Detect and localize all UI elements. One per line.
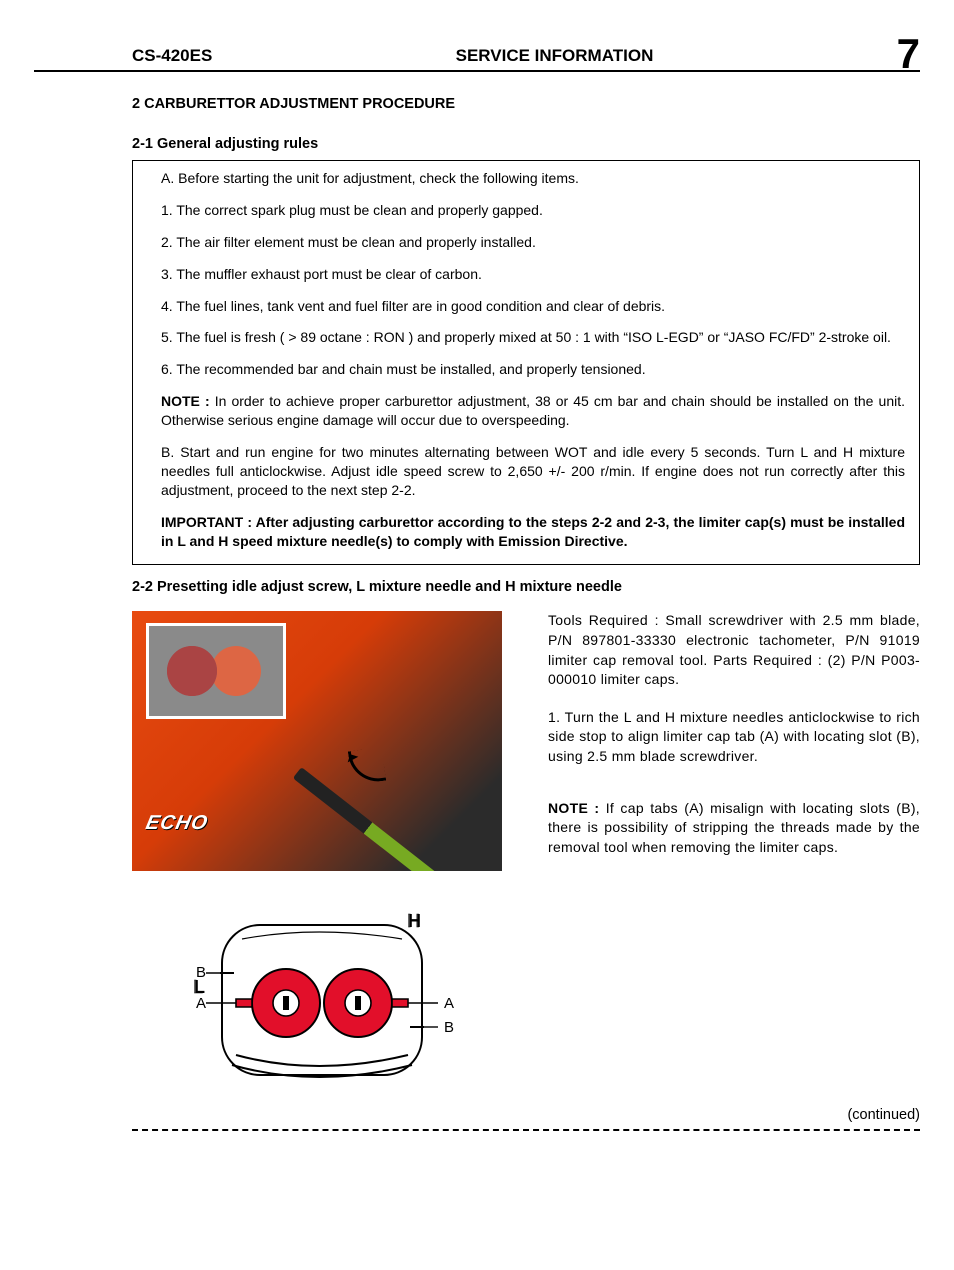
page-header: CS-420ES SERVICE INFORMATION 7 [34, 36, 920, 72]
rule-B: B. Start and run engine for two minutes … [147, 443, 905, 500]
svg-text:L: L [193, 977, 203, 997]
rule-3: 3. The muffler exhaust port must be clea… [147, 265, 905, 284]
two-column-area: ECHO [132, 611, 920, 1097]
label-A-left: A [196, 995, 206, 1012]
rules-box: A. Before starting the unit for adjustme… [132, 160, 920, 565]
label-B-right: B [444, 1019, 454, 1036]
svg-text:H: H [407, 911, 420, 931]
rule-2: 2. The air filter element must be clean … [147, 233, 905, 252]
note-label-2: NOTE : [548, 800, 606, 816]
rotation-arrow-icon [348, 747, 386, 785]
rule-4: 4. The fuel lines, tank vent and fuel fi… [147, 297, 905, 316]
rule-5: 5. The fuel is fresh ( > 89 octane : RON… [147, 328, 905, 347]
subsection-2-2-heading: 2-2 Presetting idle adjust screw, L mixt… [34, 579, 920, 595]
rule-1: 1. The correct spark plug must be clean … [147, 201, 905, 220]
rule-6: 6. The recommended bar and chain must be… [147, 360, 905, 379]
label-A-right: A [444, 995, 454, 1012]
photo-inset [146, 623, 286, 719]
continued-label: (continued) [132, 1107, 920, 1123]
carburettor-photo: ECHO [132, 611, 502, 871]
model-code: CS-420ES [34, 46, 212, 66]
brand-label: ECHO [144, 812, 211, 835]
doc-title: SERVICE INFORMATION [212, 46, 896, 66]
section-2-heading: 2 CARBURETTOR ADJUSTMENT PROCEDURE [34, 96, 920, 112]
rule-A: A. Before starting the unit for adjustme… [147, 169, 905, 188]
step-1: 1. Turn the L and H mixture needles anti… [548, 708, 920, 767]
step-note: NOTE : If cap tabs (A) misalign with loc… [548, 799, 920, 858]
note-label: NOTE : [161, 393, 215, 409]
dashed-divider [132, 1129, 920, 1131]
subsection-2-1-heading: 2-1 General adjusting rules [34, 136, 920, 152]
note-text: In order to achieve proper carburettor a… [161, 393, 905, 428]
limiter-cap-diagram: B A A B L H L H [132, 907, 502, 1097]
rule-note: NOTE : In order to achieve proper carbur… [147, 392, 905, 430]
page-number: 7 [897, 36, 920, 72]
tools-required: Tools Required : Small screwdriver with … [548, 611, 920, 689]
screwdriver-icon [293, 768, 443, 872]
rule-important: IMPORTANT : After adjusting carburettor … [147, 513, 905, 551]
